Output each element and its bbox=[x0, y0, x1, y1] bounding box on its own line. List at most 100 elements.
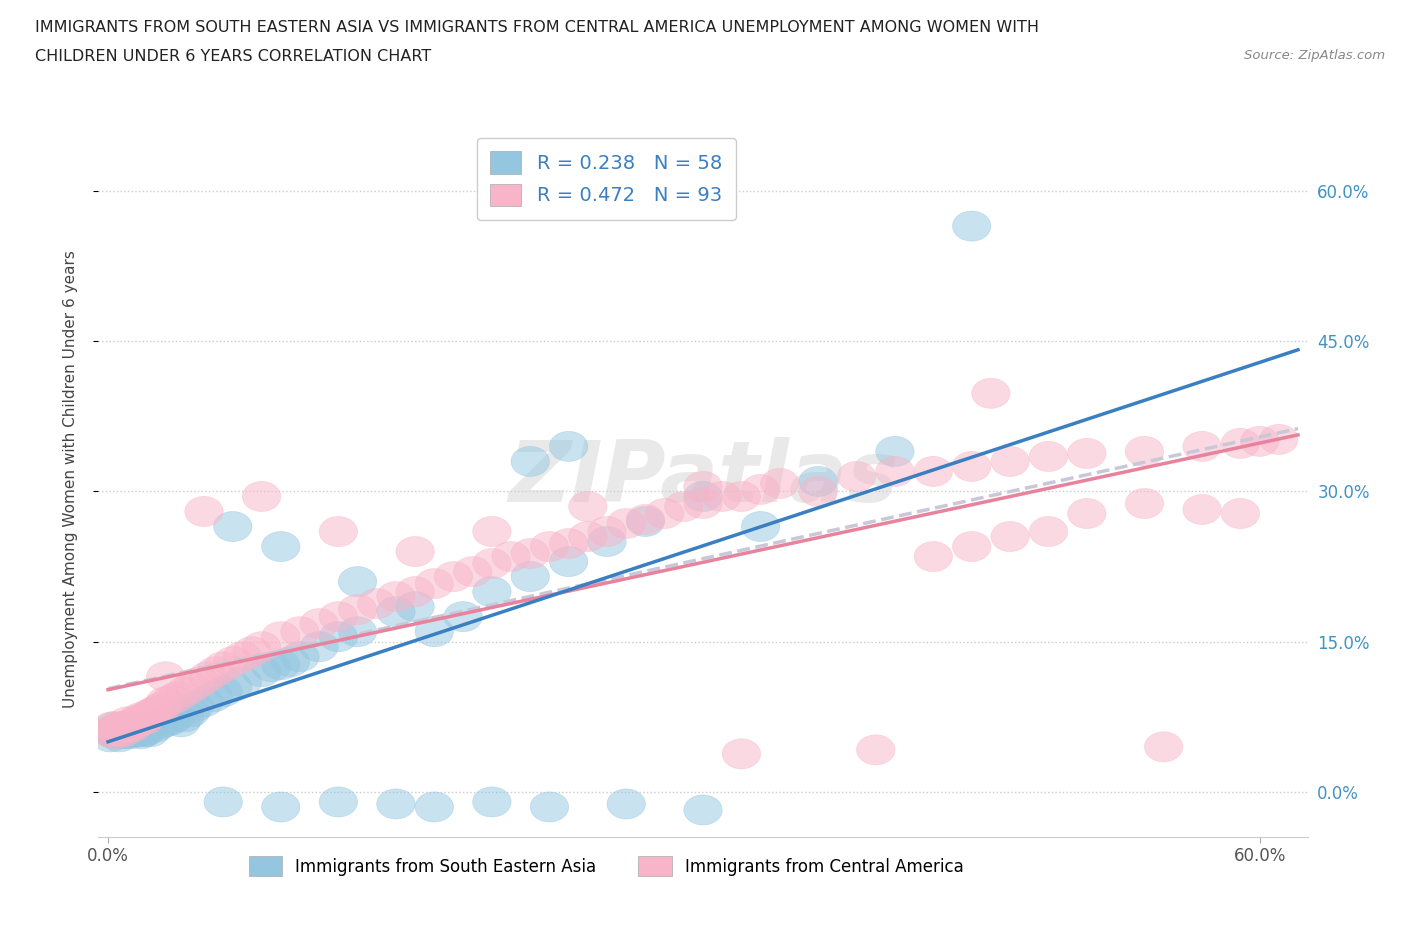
Ellipse shape bbox=[1222, 429, 1260, 458]
Ellipse shape bbox=[114, 711, 152, 742]
Ellipse shape bbox=[1125, 488, 1164, 519]
Ellipse shape bbox=[510, 446, 550, 476]
Ellipse shape bbox=[121, 719, 160, 749]
Ellipse shape bbox=[110, 711, 148, 742]
Ellipse shape bbox=[131, 698, 170, 729]
Ellipse shape bbox=[492, 541, 530, 572]
Ellipse shape bbox=[108, 707, 146, 737]
Ellipse shape bbox=[1029, 516, 1067, 547]
Ellipse shape bbox=[1182, 495, 1222, 525]
Ellipse shape bbox=[665, 491, 703, 522]
Ellipse shape bbox=[319, 602, 357, 631]
Ellipse shape bbox=[952, 211, 991, 241]
Ellipse shape bbox=[1182, 432, 1222, 461]
Ellipse shape bbox=[683, 482, 723, 512]
Ellipse shape bbox=[434, 562, 472, 591]
Ellipse shape bbox=[991, 522, 1029, 551]
Ellipse shape bbox=[118, 705, 156, 735]
Ellipse shape bbox=[856, 735, 896, 764]
Ellipse shape bbox=[723, 482, 761, 512]
Ellipse shape bbox=[121, 705, 160, 735]
Ellipse shape bbox=[162, 707, 200, 737]
Ellipse shape bbox=[204, 787, 242, 817]
Ellipse shape bbox=[472, 516, 510, 547]
Ellipse shape bbox=[156, 702, 194, 732]
Ellipse shape bbox=[105, 717, 145, 747]
Ellipse shape bbox=[1260, 424, 1298, 455]
Ellipse shape bbox=[454, 556, 492, 587]
Ellipse shape bbox=[204, 677, 242, 707]
Ellipse shape bbox=[703, 482, 741, 512]
Ellipse shape bbox=[281, 642, 319, 671]
Ellipse shape bbox=[588, 526, 626, 556]
Ellipse shape bbox=[124, 714, 162, 744]
Ellipse shape bbox=[1029, 442, 1067, 472]
Ellipse shape bbox=[94, 711, 134, 742]
Text: Source: ZipAtlas.com: Source: ZipAtlas.com bbox=[1244, 49, 1385, 62]
Ellipse shape bbox=[104, 719, 142, 749]
Ellipse shape bbox=[377, 789, 415, 819]
Ellipse shape bbox=[568, 491, 607, 522]
Ellipse shape bbox=[97, 719, 135, 749]
Ellipse shape bbox=[214, 646, 252, 677]
Ellipse shape bbox=[319, 787, 357, 817]
Ellipse shape bbox=[108, 711, 146, 742]
Ellipse shape bbox=[550, 432, 588, 461]
Ellipse shape bbox=[146, 686, 184, 717]
Ellipse shape bbox=[607, 789, 645, 819]
Ellipse shape bbox=[281, 617, 319, 646]
Ellipse shape bbox=[415, 568, 454, 599]
Ellipse shape bbox=[115, 717, 155, 747]
Ellipse shape bbox=[377, 597, 415, 627]
Ellipse shape bbox=[204, 652, 242, 682]
Ellipse shape bbox=[125, 705, 163, 735]
Ellipse shape bbox=[194, 682, 233, 711]
Ellipse shape bbox=[125, 717, 163, 747]
Ellipse shape bbox=[142, 692, 181, 722]
Ellipse shape bbox=[339, 594, 377, 625]
Ellipse shape bbox=[1067, 498, 1107, 528]
Ellipse shape bbox=[103, 711, 141, 742]
Ellipse shape bbox=[98, 717, 136, 747]
Ellipse shape bbox=[146, 662, 184, 692]
Ellipse shape bbox=[799, 476, 838, 507]
Ellipse shape bbox=[741, 512, 780, 541]
Ellipse shape bbox=[112, 709, 150, 738]
Ellipse shape bbox=[1222, 498, 1260, 528]
Ellipse shape bbox=[444, 602, 482, 631]
Ellipse shape bbox=[377, 581, 415, 612]
Ellipse shape bbox=[91, 717, 129, 747]
Ellipse shape bbox=[242, 482, 281, 512]
Ellipse shape bbox=[262, 621, 299, 652]
Ellipse shape bbox=[972, 379, 1010, 408]
Text: IMMIGRANTS FROM SOUTH EASTERN ASIA VS IMMIGRANTS FROM CENTRAL AMERICA UNEMPLOYME: IMMIGRANTS FROM SOUTH EASTERN ASIA VS IM… bbox=[35, 20, 1039, 35]
Ellipse shape bbox=[530, 532, 568, 562]
Ellipse shape bbox=[141, 709, 179, 738]
Ellipse shape bbox=[357, 589, 396, 618]
Ellipse shape bbox=[876, 436, 914, 467]
Ellipse shape bbox=[741, 474, 780, 504]
Ellipse shape bbox=[94, 719, 134, 749]
Ellipse shape bbox=[271, 646, 309, 677]
Ellipse shape bbox=[135, 697, 173, 727]
Ellipse shape bbox=[415, 617, 454, 646]
Ellipse shape bbox=[683, 488, 723, 519]
Ellipse shape bbox=[214, 512, 252, 541]
Ellipse shape bbox=[550, 547, 588, 577]
Ellipse shape bbox=[172, 697, 209, 727]
Ellipse shape bbox=[626, 507, 665, 537]
Ellipse shape bbox=[173, 671, 212, 702]
Ellipse shape bbox=[472, 577, 510, 606]
Ellipse shape bbox=[396, 537, 434, 566]
Ellipse shape bbox=[152, 705, 191, 735]
Ellipse shape bbox=[472, 549, 510, 578]
Ellipse shape bbox=[876, 457, 914, 486]
Ellipse shape bbox=[510, 562, 550, 591]
Ellipse shape bbox=[510, 538, 550, 568]
Ellipse shape bbox=[152, 684, 191, 715]
Ellipse shape bbox=[588, 516, 626, 547]
Ellipse shape bbox=[166, 702, 204, 732]
Ellipse shape bbox=[626, 504, 665, 535]
Ellipse shape bbox=[124, 702, 162, 732]
Ellipse shape bbox=[176, 692, 214, 722]
